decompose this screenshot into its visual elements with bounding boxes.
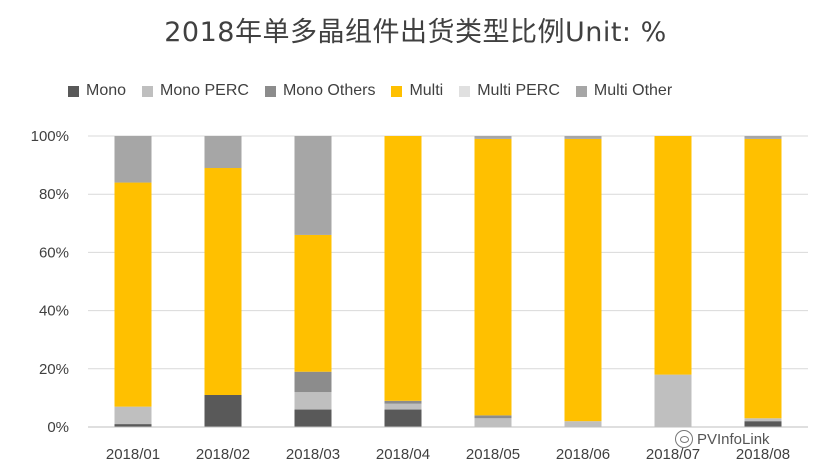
bar-segment [204,136,242,169]
bar-segment [294,234,332,372]
x-tick-label: 2018/07 [646,446,700,463]
bar-segment [204,394,242,427]
x-tick-label: 2018/02 [196,446,250,463]
legend-swatch [575,85,587,97]
bar-segment [474,418,512,427]
legend-swatch [459,85,471,97]
x-tick-label: 2018/08 [736,446,790,463]
watermark-label: PVInfoLink [697,430,770,448]
bar-segment [744,136,782,139]
bar-segment [294,392,332,410]
bar-segment [384,400,422,404]
legend-item: Multi Other [575,82,673,100]
legend-item: Multi PERC [459,82,560,100]
bar-segment [294,371,332,393]
bar-segment [114,136,152,183]
legend-label: Mono PERC [160,82,249,99]
legend-swatch [68,85,79,97]
y-tick-label: 20% [39,361,69,378]
bar-segment [474,138,512,416]
bar-segment [654,374,692,427]
bar-segment [384,409,422,427]
bar-segment [744,418,782,422]
watermark: PVInfoLink [675,430,770,448]
legend-item: Mono Others [264,82,376,100]
bar-segment [564,421,602,427]
x-tick-label: 2018/01 [106,446,160,463]
bar-segment [474,136,512,139]
chart-title: 2018年单多晶组件出货类型比例Unit: % [164,17,667,48]
bar-segment [384,136,422,401]
bar-segment [744,138,782,419]
wechat-icon [675,430,693,448]
bar-segment [294,136,332,235]
legend-label: Mono [86,82,127,99]
bar-segment [204,168,242,395]
bar-segment [114,406,152,425]
x-tick-label: 2018/04 [376,446,430,463]
legend-item: Mono PERC [142,82,249,100]
bar-segment [114,182,152,407]
legend-label: Mono Others [282,82,376,99]
bar-segment [654,136,692,375]
y-tick-label: 0% [47,419,69,436]
legend-swatch [391,85,403,97]
legend-swatch [142,85,154,97]
legend-swatch [264,85,276,97]
legend-item: Multi [391,82,443,100]
bar-segment [474,415,512,419]
y-tick-label: 80% [39,186,69,203]
bar-segment [564,138,602,422]
legend-item: Mono [68,82,126,100]
x-tick-label: 2018/06 [556,446,610,463]
bar-segment [384,403,422,410]
bar-segment [744,421,782,427]
legend-label: Multi Other [593,82,673,99]
y-tick-label: 100% [31,128,69,145]
legend-label: Multi PERC [477,82,560,99]
legend: Mono Mono PERC Mono Others Multi Multi PERC M… [68,80,688,102]
x-tick-label: 2018/05 [466,446,520,463]
x-tick-label: 2018/03 [286,446,340,463]
bar-segment [564,136,602,139]
bar-segment [114,424,152,427]
y-tick-label: 60% [39,244,69,261]
y-tick-label: 40% [39,303,69,320]
legend-label: Multi [409,82,444,99]
bar-segment [294,409,332,427]
